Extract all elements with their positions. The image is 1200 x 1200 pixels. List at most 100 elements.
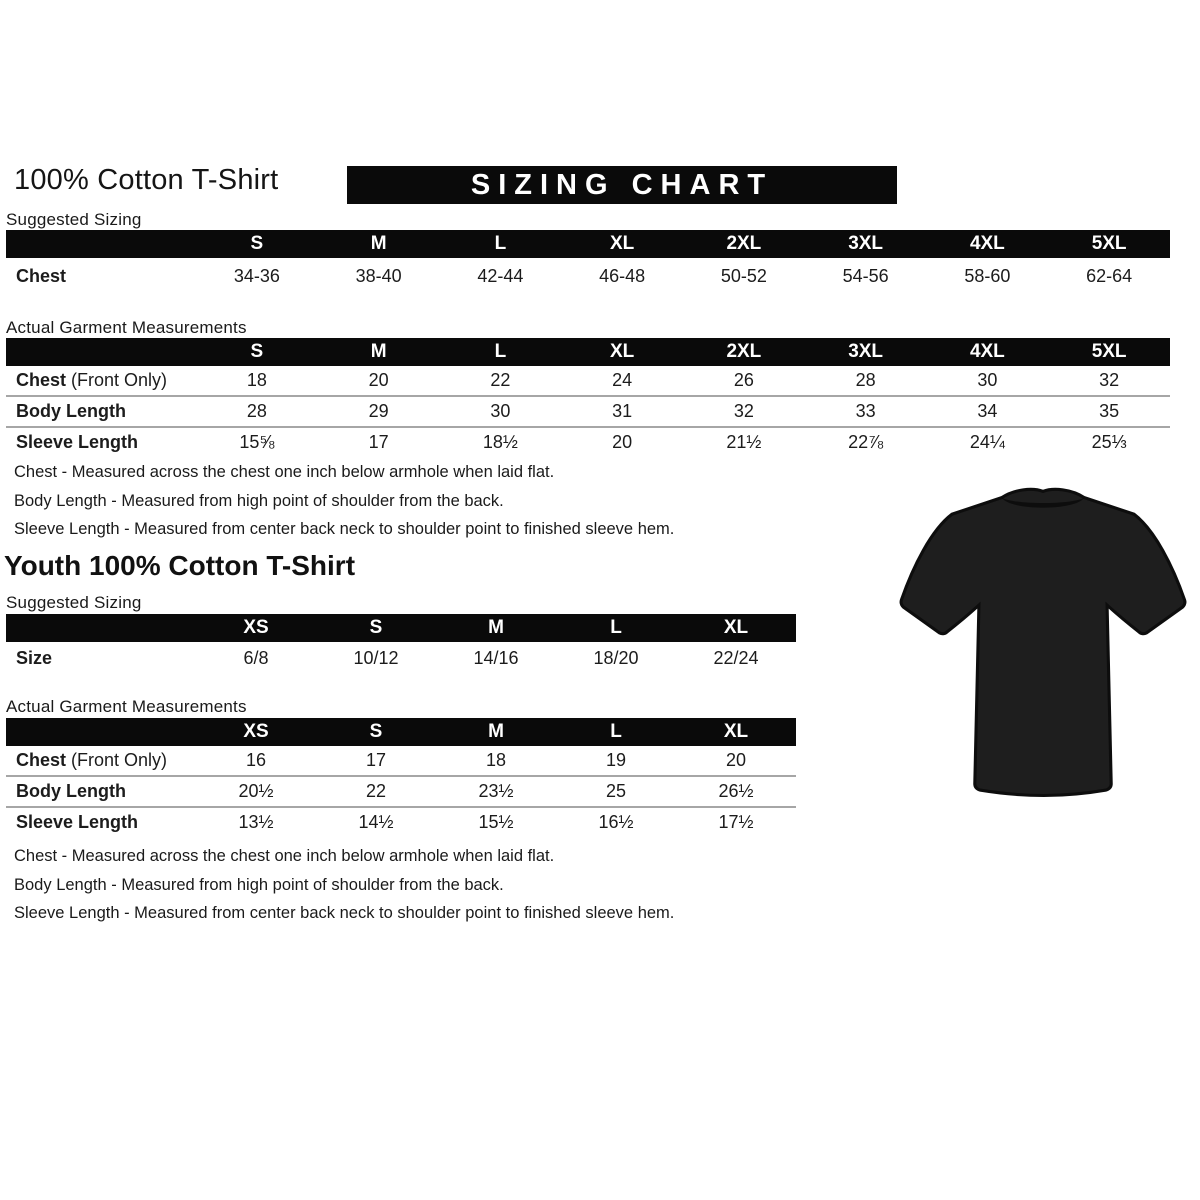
column-header: 2XL (726, 341, 762, 362)
youth-measurement-notes: Chest - Measured across the chest one in… (14, 842, 674, 928)
table-row: Size 6/8 10/12 14/16 18/20 22/24 (6, 642, 796, 674)
youth-suggested-sizing-table: XS S M L XL Size 6/8 10/12 14/16 18/20 22/24 (6, 614, 796, 674)
column-header: M (370, 233, 387, 254)
table-row: Chest 34-36 38-40 42-44 46-48 50-52 54-56 58-60… (6, 258, 1170, 295)
table-cell: 10/12 (353, 647, 399, 668)
column-header: L (494, 233, 507, 254)
adult-actual-measurements-table: S M L XL 2XL 3XL 4XL 5XL Chest (Front Only) 18 20 2… (6, 338, 1170, 457)
table-cell: 24 (612, 370, 633, 390)
table-cell: 18/20 (593, 647, 639, 668)
table-cell: 50-52 (720, 266, 767, 286)
table-cell: 42-44 (477, 266, 524, 286)
note-body-length: Body Length - Measured from high point o… (14, 875, 504, 894)
adult-actual-measurements-label: Actual Garment Measurements (6, 318, 247, 337)
table-cell: 13½ (238, 812, 274, 832)
table-header-row: S M L XL 2XL 3XL 4XL 5XL (6, 338, 1170, 366)
table-cell: 20½ (238, 781, 274, 801)
table-cell: 16 (245, 750, 267, 770)
tshirt-silhouette (899, 487, 1187, 798)
table-cell: 29 (368, 401, 389, 421)
column-header: 5XL (1091, 341, 1127, 362)
column-header: L (610, 721, 622, 742)
table-cell: 22 (490, 370, 511, 390)
adult-suggested-sizing-table: S M L XL 2XL 3XL 4XL 5XL Chest 34-36 38-40 42-44 46-… (6, 230, 1170, 295)
table-cell: 14/16 (473, 647, 519, 668)
black-tshirt-image (899, 487, 1187, 798)
table-cell: 14½ (358, 812, 394, 832)
table-cell: 20 (725, 750, 747, 770)
table-cell: 33 (855, 401, 876, 421)
table-cell: 6/8 (243, 647, 269, 668)
table-row: Body Length 28 29 30 31 32 33 34 35 (6, 395, 1170, 426)
column-header: XL (609, 233, 635, 254)
column-header: XL (723, 721, 749, 742)
column-header: S (250, 233, 264, 254)
row-label: Sleeve Length (16, 812, 139, 832)
table-cell: 17½ (718, 812, 754, 832)
table-cell: 46-48 (599, 266, 646, 286)
table-cell: 15½ (478, 812, 514, 832)
column-header: 4XL (969, 233, 1005, 254)
table-row: Body Length 20½ 22 23½ 25 26½ (6, 775, 796, 806)
table-cell: 23½ (478, 781, 514, 801)
column-header: S (250, 341, 264, 362)
table-cell: 25⅓ (1091, 432, 1127, 452)
table-cell: 58-60 (964, 266, 1011, 286)
table-cell: 19 (605, 750, 627, 770)
note-sleeve-length: Sleeve Length - Measured from center bac… (14, 904, 675, 922)
table-cell: 16½ (598, 812, 634, 832)
row-label: Chest (Front Only) (16, 750, 168, 770)
column-header: 3XL (848, 233, 884, 254)
adult-suggested-sizing-label: Suggested Sizing (6, 210, 142, 229)
note-body-length: Body Length - Measured from high point o… (14, 491, 504, 510)
table-header-row: S M L XL 2XL 3XL 4XL 5XL (6, 230, 1170, 258)
column-header: L (610, 617, 622, 638)
column-header: XL (723, 617, 749, 638)
table-header-row: XS S M L XL (6, 614, 796, 642)
youth-actual-measurements-label: Actual Garment Measurements (6, 697, 247, 716)
adult-section-title: 100% Cotton T-Shirt (14, 164, 279, 196)
table-cell: 18½ (482, 432, 518, 452)
table-row: Chest (Front Only) 18 20 22 24 26 28 30 32 (6, 366, 1170, 395)
table-cell: 22⅞ (848, 432, 884, 452)
column-header: XS (243, 721, 269, 742)
row-label: Body Length (16, 401, 126, 421)
table-cell: 18 (246, 370, 267, 390)
table-cell: 28 (855, 370, 876, 390)
note-chest: Chest - Measured across the chest one in… (14, 847, 555, 865)
column-header: M (488, 617, 504, 638)
table-cell: 26½ (718, 781, 754, 801)
table-cell: 17 (365, 750, 387, 770)
tshirt-collar (1001, 497, 1085, 508)
table-row: Chest (Front Only) 16 17 18 19 20 (6, 746, 796, 775)
column-header: L (494, 341, 507, 362)
column-header: S (369, 617, 383, 638)
table-cell: 30 (977, 370, 998, 390)
column-header: 5XL (1091, 233, 1127, 254)
table-cell: 22/24 (713, 647, 759, 668)
table-cell: 32 (1099, 370, 1120, 390)
table-header-row: XS S M L XL (6, 718, 796, 746)
table-cell: 17 (368, 432, 389, 452)
sizing-chart-banner: SIZING CHART (347, 166, 897, 204)
table-row: Sleeve Length 13½ 14½ 15½ 16½ 17½ (6, 806, 796, 837)
table-cell: 22 (365, 781, 387, 801)
table-cell: 32 (733, 401, 754, 421)
row-label: Sleeve Length (16, 432, 139, 452)
table-row: Sleeve Length 15⅝ 17 18½ 20 21½ 22⅞ 24¼ 25⅓ (6, 426, 1170, 457)
column-header: XS (243, 617, 269, 638)
table-cell: 62-64 (1086, 266, 1133, 286)
table-cell: 38-40 (355, 266, 402, 286)
column-header: 4XL (969, 341, 1005, 362)
column-header: XL (609, 341, 635, 362)
note-sleeve-length: Sleeve Length - Measured from center bac… (14, 520, 675, 538)
table-cell: 30 (490, 401, 511, 421)
table-cell: 34-36 (233, 266, 280, 286)
column-header: 3XL (848, 341, 884, 362)
table-cell: 24¼ (969, 432, 1005, 452)
row-label: Size (16, 647, 53, 668)
column-header: M (488, 721, 504, 742)
note-chest: Chest - Measured across the chest one in… (14, 463, 555, 481)
adult-measurement-notes: Chest - Measured across the chest one in… (14, 458, 674, 544)
